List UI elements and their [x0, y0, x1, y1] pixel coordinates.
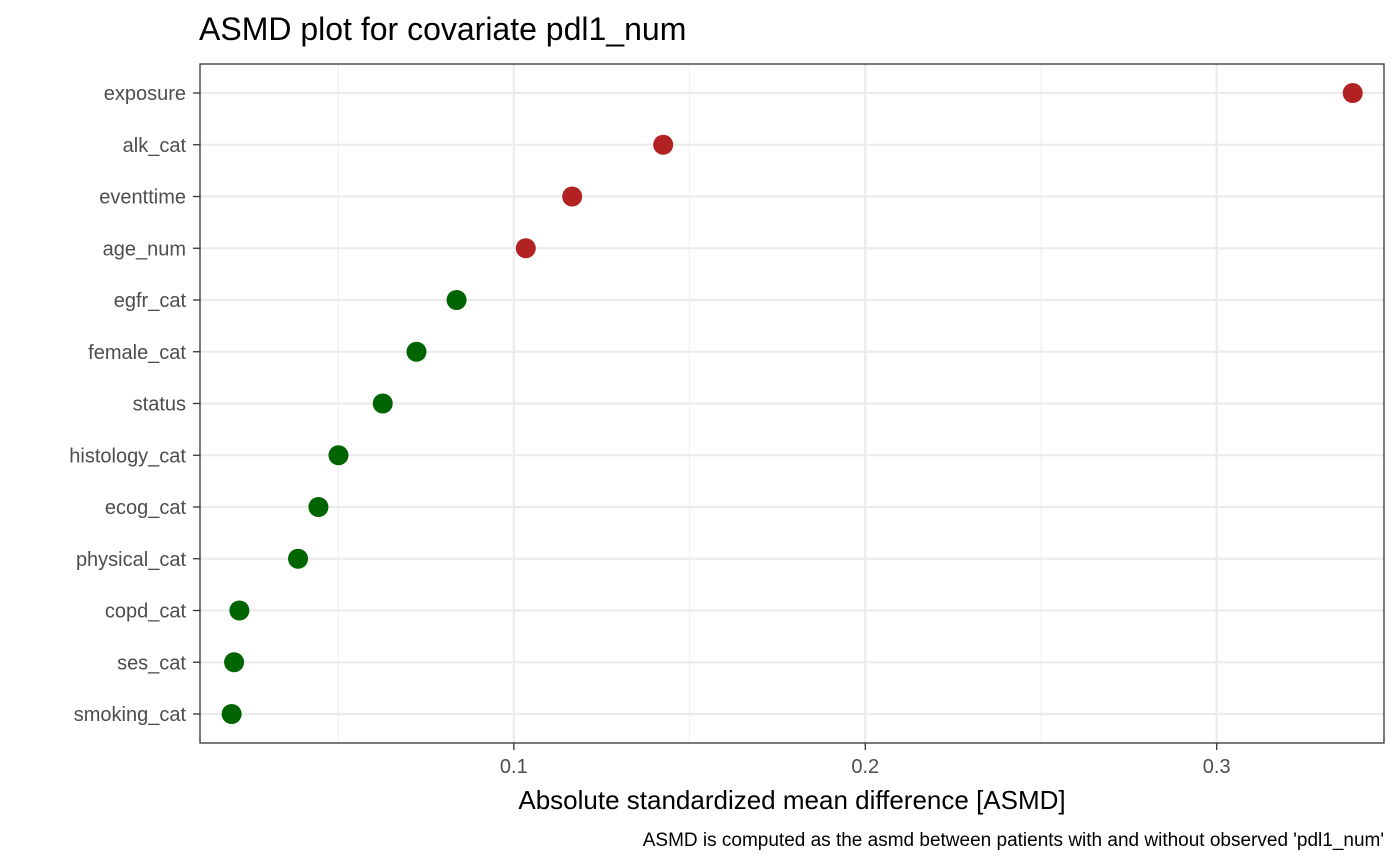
y-tick-label: status	[133, 394, 186, 416]
y-tick-label: alk_cat	[123, 135, 187, 157]
data-point-egfr-cat	[446, 290, 467, 310]
x-axis-label: Absolute standardized mean difference [A…	[518, 785, 1065, 815]
y-tick-label: female_cat	[88, 342, 186, 364]
y-tick-label: ecog_cat	[105, 497, 187, 519]
data-point-smoking-cat	[221, 704, 242, 724]
data-point-female-cat	[406, 341, 427, 362]
data-point-ecog-cat	[308, 497, 329, 517]
data-point-eventtime	[562, 186, 583, 207]
chart-title: ASMD plot for covariate pdl1_num	[199, 11, 686, 47]
data-point-exposure	[1342, 83, 1363, 103]
y-tick-label: ses_cat	[117, 652, 186, 674]
data-point-ses-cat	[224, 652, 245, 673]
y-tick-label: histology_cat	[69, 445, 186, 467]
x-tick-label: 0.3	[1203, 756, 1231, 778]
data-points	[221, 83, 1363, 724]
y-tick-label: exposure	[104, 83, 186, 105]
chart-caption: ASMD is computed as the asmd between pat…	[643, 830, 1384, 851]
x-axis: 0.1 0.2 0.3	[500, 743, 1231, 778]
data-point-histology-cat	[328, 445, 349, 466]
data-point-copd-cat	[229, 600, 250, 621]
y-tick-label: eventtime	[99, 187, 186, 209]
y-tick-label: egfr_cat	[114, 290, 187, 312]
y-tick-label: smoking_cat	[74, 704, 187, 726]
data-point-status	[372, 393, 393, 414]
grid-major	[200, 64, 1384, 743]
y-tick-label: physical_cat	[76, 549, 187, 571]
data-point-age-num	[515, 238, 536, 259]
x-tick-label: 0.1	[500, 756, 528, 778]
y-axis: exposure alk_cat eventtime age_num egfr_catf…	[69, 83, 200, 726]
data-point-alk-cat	[653, 134, 674, 155]
y-tick-label: copd_cat	[105, 601, 187, 623]
x-tick-label: 0.2	[851, 756, 879, 778]
y-tick-label: age_num	[103, 238, 186, 260]
data-point-physical-cat	[288, 548, 309, 569]
